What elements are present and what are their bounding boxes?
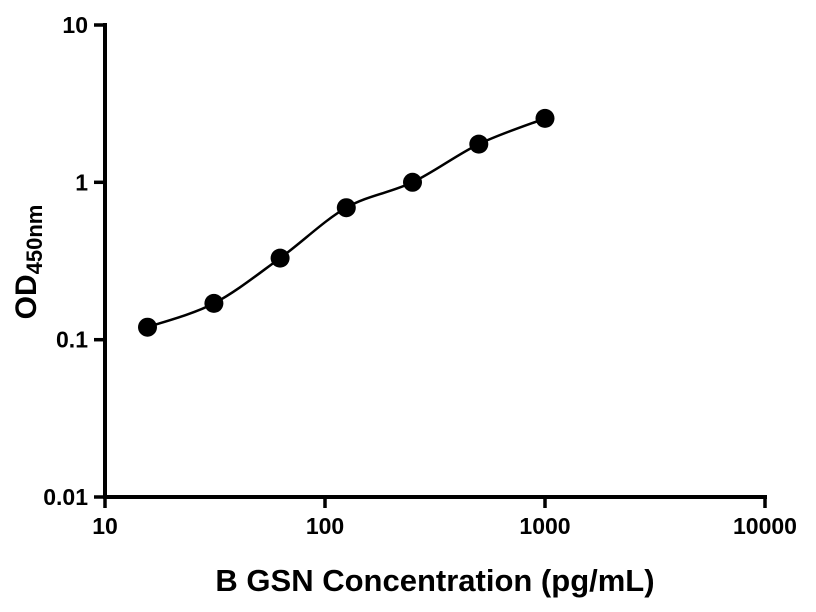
data-point-marker [336,198,356,218]
x-tick-label: 10 [92,513,118,539]
y-tick-label: 0.1 [56,327,88,353]
y-axis-title-subscript: 450nm [22,205,47,275]
x-tick-label: 1000 [519,513,570,539]
data-point-marker [469,134,489,154]
data-point-marker [270,248,290,268]
y-tick-label: 0.01 [43,484,88,510]
x-axis-title: B GSN Concentration (pg/mL) [215,563,654,598]
data-point-marker [138,317,157,337]
y-axis-title: OD450nm [10,205,47,320]
data-point-marker [403,172,422,192]
data-point-marker [204,293,224,313]
y-tick-label: 10 [62,12,88,38]
y-tick-label: 1 [75,169,88,195]
y-axis-title-main: OD [10,274,43,319]
x-tick-label: 100 [306,513,344,539]
data-point-marker [535,108,555,128]
axes-spine [103,23,767,499]
plot-area: 10 100 1000 10000 0.01 0.1 1 10 [43,12,797,539]
x-tick-label: 10000 [733,513,797,539]
